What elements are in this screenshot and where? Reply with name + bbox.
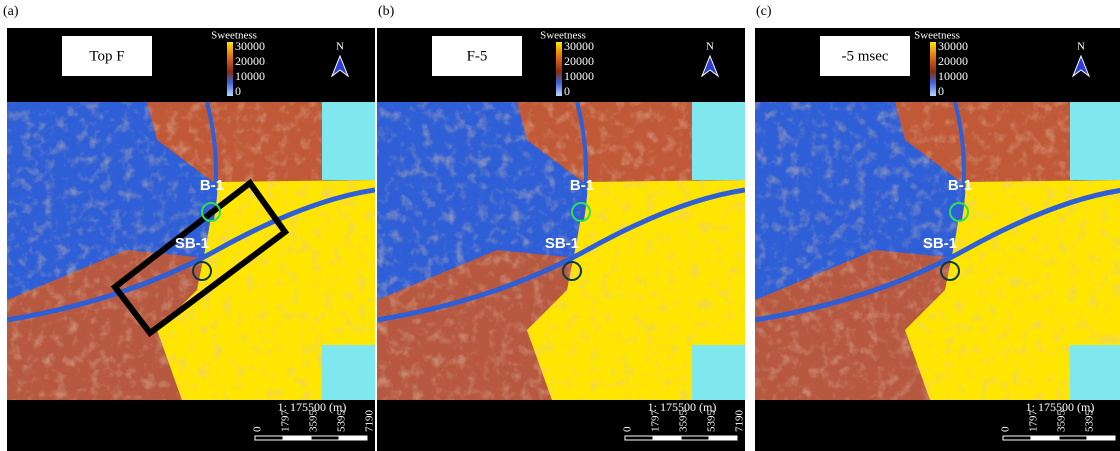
- scale-segment: [255, 436, 283, 440]
- cyan-area: [1070, 102, 1120, 180]
- colorbar-tick-label: 0: [235, 84, 241, 98]
- scale-tick-label: 3595: [678, 410, 690, 433]
- colorbar: [930, 42, 936, 96]
- scale-segment: [1031, 436, 1059, 440]
- colorbar-tick-label: 0: [564, 84, 570, 98]
- figure: (a)Top FSweetness3000020000100000NB-1SB-…: [0, 0, 1120, 451]
- panel-title: Top F: [89, 48, 124, 64]
- panel-title: F-5: [467, 48, 488, 64]
- scale-tick-label: 3595: [1056, 410, 1068, 433]
- scale-segment: [709, 436, 737, 440]
- scale-segment: [681, 436, 709, 440]
- panel: (a)Top FSweetness3000020000100000NB-1SB-…: [3, 4, 376, 451]
- scale-segment: [625, 436, 653, 440]
- well-label: SB-1: [175, 235, 209, 252]
- colorbar-tick-label: 30000: [938, 39, 968, 53]
- well-label: SB-1: [545, 235, 579, 252]
- scale-tick-label: 5395: [336, 410, 348, 433]
- cyan-area: [1070, 345, 1120, 400]
- scale-tick-label: 7190: [734, 410, 746, 433]
- colorbar-tick-label: 30000: [235, 39, 265, 53]
- scale-tick-label: 1797: [650, 410, 662, 433]
- cyan-area: [322, 345, 375, 400]
- scale-segment: [653, 436, 681, 440]
- cyan-area: [692, 345, 745, 400]
- scale-segment: [1003, 436, 1031, 440]
- scale-tick-label: 3595: [308, 410, 320, 433]
- well-label: B-1: [948, 177, 972, 194]
- cyan-area: [322, 102, 375, 180]
- colorbar-tick-label: 20000: [235, 54, 265, 68]
- panel-title: -5 msec: [841, 48, 888, 64]
- colorbar-tick-label: 10000: [564, 69, 594, 83]
- scale-segment: [311, 436, 339, 440]
- scale-tick-label: 1797: [1028, 410, 1040, 433]
- scale-tick-label: 7190: [364, 410, 376, 433]
- panel-label: (c): [756, 4, 772, 19]
- scale-tick-label: 0: [252, 426, 264, 432]
- cyan-area: [692, 102, 745, 180]
- panel-label: (a): [3, 4, 19, 19]
- colorbar: [556, 42, 562, 96]
- well-label: B-1: [200, 177, 224, 194]
- north-label: N: [336, 41, 344, 53]
- scale-tick-label: 1797: [280, 410, 292, 433]
- scale-segment: [1087, 436, 1115, 440]
- panel: (c)-5 msecSweetness3000020000100000NB-1S…: [755, 4, 1120, 451]
- scale-segment: [1059, 436, 1087, 440]
- scale-tick-label: 0: [1000, 426, 1012, 432]
- colorbar-tick-label: 30000: [564, 39, 594, 53]
- well-label: SB-1: [923, 235, 957, 252]
- scale-segment: [339, 436, 367, 440]
- colorbar-tick-label: 0: [938, 84, 944, 98]
- panel: (b)F-5Sweetness3000020000100000NB-1SB-11…: [377, 4, 746, 451]
- well-label: B-1: [570, 177, 594, 194]
- colorbar-tick-label: 20000: [564, 54, 594, 68]
- north-label: N: [1077, 41, 1085, 53]
- scale-tick-label: 5395: [1084, 410, 1096, 433]
- scale-tick-label: 0: [622, 426, 634, 432]
- scale-tick-label: 5395: [706, 410, 718, 433]
- colorbar-tick-label: 10000: [938, 69, 968, 83]
- north-label: N: [706, 41, 714, 53]
- colorbar: [227, 42, 233, 96]
- scale-segment: [283, 436, 311, 440]
- colorbar-tick-label: 10000: [235, 69, 265, 83]
- colorbar-tick-label: 20000: [938, 54, 968, 68]
- panel-label: (b): [378, 4, 395, 19]
